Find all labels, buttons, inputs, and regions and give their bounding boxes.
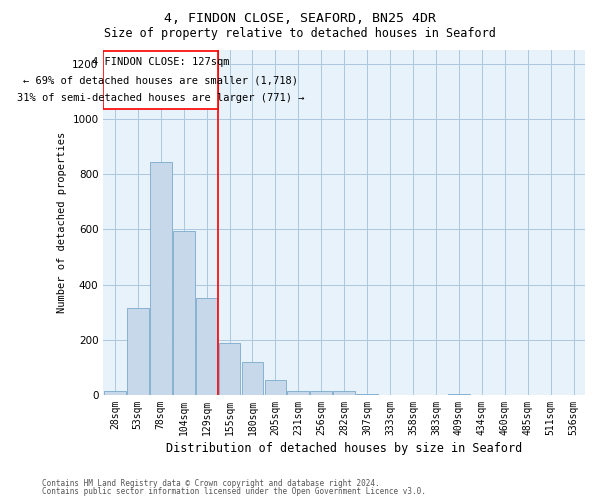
Bar (150, 162, 172, 395)
Bar (173, 231, 194, 395)
Bar (265, 380, 286, 395)
Bar (334, 391, 355, 395)
Text: Contains public sector information licensed under the Open Government Licence v3: Contains public sector information licen… (42, 487, 426, 496)
Bar (356, 394, 378, 395)
Bar (196, 298, 217, 395)
X-axis label: Distribution of detached houses by size in Seaford: Distribution of detached houses by size … (166, 442, 523, 455)
Bar (310, 391, 332, 395)
Bar (127, 308, 149, 395)
Text: Size of property relative to detached houses in Seaford: Size of property relative to detached ho… (104, 28, 496, 40)
Bar (448, 394, 470, 395)
Text: Contains HM Land Registry data © Crown copyright and database right 2024.: Contains HM Land Registry data © Crown c… (42, 478, 380, 488)
Bar (218, 342, 241, 395)
Bar (104, 391, 126, 395)
Bar (242, 362, 263, 395)
Text: 4, FINDON CLOSE, SEAFORD, BN25 4DR: 4, FINDON CLOSE, SEAFORD, BN25 4DR (164, 12, 436, 26)
Y-axis label: Number of detached properties: Number of detached properties (57, 132, 67, 313)
Bar (103, 52, 218, 110)
Text: 4 FINDON CLOSE: 127sqm: 4 FINDON CLOSE: 127sqm (92, 57, 229, 67)
Bar (287, 391, 309, 395)
Text: 31% of semi-detached houses are larger (771) →: 31% of semi-detached houses are larger (… (17, 92, 304, 102)
Text: ← 69% of detached houses are smaller (1,718): ← 69% of detached houses are smaller (1,… (23, 76, 298, 86)
